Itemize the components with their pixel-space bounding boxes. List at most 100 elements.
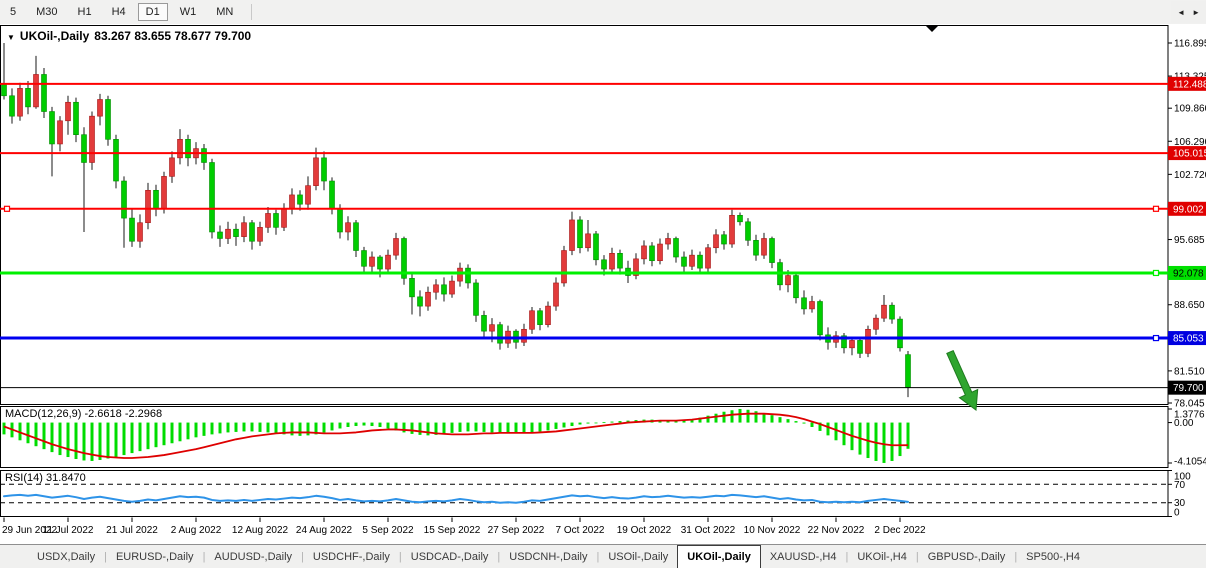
macd-bar — [394, 422, 398, 431]
tab-separator: | — [845, 550, 849, 563]
candle — [817, 301, 823, 336]
tab-separator: | — [915, 550, 919, 563]
tab-UKOil-H4[interactable]: UKOil-,H4 — [857, 550, 907, 563]
line-handle[interactable] — [1152, 205, 1160, 212]
macd-bar — [258, 422, 262, 432]
rsi-tick-label: 70 — [1174, 480, 1186, 491]
candle — [137, 222, 143, 242]
candle — [433, 284, 439, 293]
candle — [361, 250, 367, 267]
candle — [449, 280, 455, 295]
tf-button-D1[interactable]: D1 — [137, 3, 168, 21]
candle — [633, 258, 639, 276]
tab-separator: | — [202, 550, 206, 563]
rsi-panel[interactable] — [0, 470, 1169, 517]
tab-GBPUSD-Daily[interactable]: GBPUSD-,Daily — [927, 550, 1006, 563]
line-handle[interactable] — [1152, 334, 1160, 342]
macd-bar — [330, 422, 334, 431]
tab-USDCNH-Daily[interactable]: USDCNH-,Daily — [509, 550, 588, 563]
line-handle[interactable] — [3, 205, 11, 212]
macd-bar — [418, 422, 422, 435]
macd-bar — [474, 422, 478, 432]
tabbar-scroll-right-icon[interactable]: ► — [1192, 7, 1200, 17]
macd-bar — [426, 422, 430, 436]
candle — [145, 189, 151, 224]
macd-panel[interactable] — [0, 406, 1169, 468]
tf-button-M30[interactable]: M30 — [36, 6, 58, 18]
macd-bar — [434, 422, 438, 435]
candle — [257, 227, 263, 242]
line-handle[interactable] — [1152, 269, 1160, 277]
candle — [673, 238, 679, 258]
tab-XAUUSD-H4[interactable]: XAUUSD-,H4 — [769, 550, 837, 563]
candle — [889, 304, 895, 320]
candle — [17, 88, 23, 117]
chart-area[interactable]: 116.895113.325109.860106.290102.72095.68… — [0, 24, 1206, 544]
macd-bar — [26, 422, 30, 444]
tf-button-W1[interactable]: W1 — [179, 6, 197, 18]
macd-bar — [66, 422, 70, 458]
tab-AUDUSD-Daily[interactable]: AUDUSD-,Daily — [214, 550, 293, 563]
candle — [153, 189, 159, 210]
macd-bar — [546, 422, 550, 431]
macd-bar — [802, 422, 806, 424]
macd-bar — [874, 422, 878, 461]
candle — [425, 291, 431, 307]
tab-UKOil-Daily[interactable]: UKOil-,Daily — [677, 545, 761, 568]
autoscroll-marker-icon[interactable] — [926, 26, 938, 32]
tab-EURUSD-Daily[interactable]: EURUSD-,Daily — [115, 550, 194, 563]
macd-bar — [682, 420, 686, 423]
macd-bar — [386, 422, 390, 429]
tab-USOil-Daily[interactable]: USOil-,Daily — [608, 550, 669, 563]
tab-USDX-Daily[interactable]: USDX,Daily — [37, 550, 96, 563]
tab-separator: | — [104, 550, 107, 563]
candle — [113, 139, 119, 182]
date-label: 19 Oct 2022 — [617, 525, 672, 536]
macd-bar — [674, 420, 678, 423]
candle — [385, 254, 391, 270]
tf-button-MN[interactable]: MN — [216, 6, 234, 18]
candle — [89, 115, 95, 163]
tab-USDCHF-Daily[interactable]: USDCHF-,Daily — [312, 550, 390, 563]
chart-canvas[interactable]: 116.895113.325109.860106.290102.72095.68… — [0, 24, 1206, 544]
symbol-dropdown-icon[interactable]: ▼ — [7, 32, 15, 42]
candle — [489, 324, 495, 332]
macd-bar — [138, 422, 142, 452]
candle — [297, 194, 303, 205]
macd-bar — [570, 422, 574, 427]
macd-bar — [122, 422, 126, 456]
price-panel[interactable] — [0, 25, 1169, 405]
tab-SP500-H4[interactable]: SP500-,H4 — [1026, 550, 1080, 563]
price-badge-label: 112.488 — [1173, 79, 1206, 90]
candle — [305, 185, 311, 205]
tab-USDCAD-Daily[interactable]: USDCAD-,Daily — [410, 550, 489, 563]
price-badge-label: 92.078 — [1173, 268, 1204, 279]
price-badge — [1168, 201, 1206, 216]
candle — [409, 278, 415, 298]
date-label: 21 Jul 2022 — [106, 525, 158, 536]
candle — [649, 245, 655, 262]
candle — [553, 282, 559, 307]
price-tick-label: 116.895 — [1174, 39, 1206, 50]
macd-bar — [274, 422, 278, 434]
macd-bar — [834, 422, 838, 441]
price-tick-label: 106.290 — [1174, 137, 1206, 148]
down-arrow-annotation[interactable] — [946, 349, 979, 411]
macd-bar — [754, 411, 758, 423]
tabbar-scroll-left-icon[interactable]: ◄ — [1177, 7, 1186, 17]
candle — [857, 340, 863, 354]
macd-bar — [538, 422, 542, 432]
candle — [841, 335, 847, 349]
macd-signal-line — [3, 412, 909, 459]
macd-bar — [530, 422, 534, 433]
candle — [441, 284, 447, 295]
tf-button-5[interactable]: 5 — [10, 6, 17, 18]
tf-button-H4[interactable]: H4 — [111, 6, 126, 18]
macd-bar — [818, 422, 822, 431]
price-badge — [1168, 76, 1206, 91]
macd-bar — [842, 422, 846, 446]
candle — [225, 228, 231, 239]
candle — [169, 157, 175, 177]
tf-button-H1[interactable]: H1 — [77, 6, 92, 18]
candle — [561, 250, 567, 284]
